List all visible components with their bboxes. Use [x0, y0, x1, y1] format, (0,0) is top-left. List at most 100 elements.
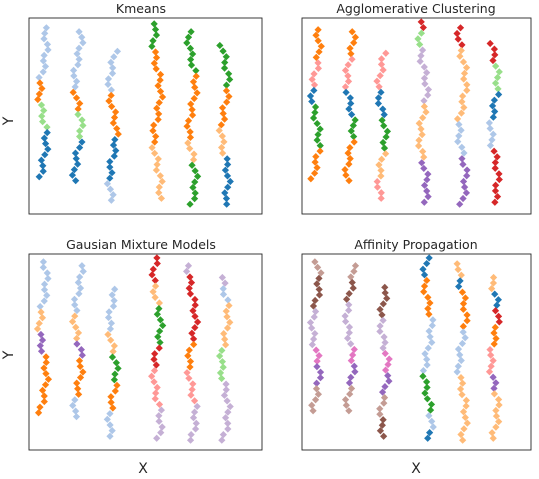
- scatter-point: [186, 290, 195, 298]
- scatter-point: [345, 379, 354, 387]
- scatter-point: [40, 297, 48, 305]
- agglomerative-title: Agglomerative Clustering: [336, 1, 495, 16]
- scatter-point: [221, 279, 229, 287]
- scatter-point: [40, 280, 49, 288]
- scatter-point: [184, 139, 192, 147]
- scatter-point: [111, 387, 119, 395]
- scatter-point: [454, 345, 463, 353]
- scatter-point: [41, 140, 50, 148]
- scatter-point: [458, 339, 466, 348]
- scatter-point: [458, 391, 466, 399]
- scatter-point: [373, 77, 381, 85]
- scatter-point: [106, 174, 114, 182]
- agglomerative-panel: Agglomerative Clustering: [301, 1, 532, 215]
- scatter-point: [112, 147, 120, 155]
- scatter-point: [104, 75, 113, 83]
- scatter-point: [385, 377, 393, 385]
- scatter-point: [420, 271, 429, 279]
- scatter-point: [148, 372, 156, 380]
- scatter-point: [159, 321, 167, 330]
- scatter-point: [453, 368, 461, 376]
- scatter-point: [39, 68, 47, 76]
- scatter-point: [186, 128, 194, 136]
- scatter-point: [155, 400, 164, 409]
- scatter-point: [40, 397, 48, 406]
- scatter-point: [39, 57, 48, 65]
- scatter-point: [109, 191, 117, 199]
- scatter-point: [190, 156, 198, 164]
- scatter-point: [348, 55, 356, 63]
- scatter-point: [148, 271, 156, 279]
- scatter-point: [150, 20, 158, 28]
- scatter-point: [454, 138, 462, 146]
- y-axis-label-top: Y: [1, 116, 17, 126]
- scatter-point: [156, 316, 165, 324]
- scatter-point: [494, 312, 503, 320]
- scatter-point: [44, 46, 52, 54]
- scatter-point: [73, 306, 81, 315]
- scatter-point: [185, 284, 193, 292]
- scatter-point: [314, 263, 322, 271]
- scatter-point: [317, 269, 325, 277]
- scatter-point: [457, 46, 465, 55]
- scatter-point: [311, 103, 320, 111]
- scatter-point: [346, 155, 354, 163]
- scatter-point: [315, 352, 323, 360]
- scatter-point: [311, 296, 319, 305]
- scatter-point: [424, 170, 432, 178]
- scatter-point: [347, 273, 355, 281]
- scatter-point: [491, 307, 500, 315]
- scatter-point: [150, 121, 158, 129]
- scatter-point: [73, 340, 81, 348]
- scatter-point: [156, 327, 164, 335]
- scatter-point: [489, 56, 497, 65]
- scatter-point: [107, 91, 115, 100]
- scatter-point: [42, 24, 50, 32]
- scatter-point: [457, 271, 465, 279]
- scatter-point: [187, 279, 196, 287]
- scatter-point: [37, 347, 46, 355]
- scatter-point: [222, 81, 231, 89]
- scatter-point: [342, 88, 350, 97]
- scatter-point: [461, 183, 469, 191]
- scatter-point: [190, 94, 198, 103]
- scatter-point: [378, 155, 386, 163]
- scatter-point: [344, 72, 352, 80]
- scatter-point: [185, 346, 193, 354]
- scatter-point: [377, 172, 385, 180]
- scatter-point: [40, 134, 48, 142]
- scatter-point: [423, 276, 431, 285]
- scatter-point: [456, 351, 464, 359]
- scatter-point: [489, 273, 498, 282]
- scatter-point: [453, 115, 462, 123]
- scatter-point: [374, 99, 382, 108]
- scatter-point: [345, 329, 353, 337]
- scatter-point: [425, 327, 433, 335]
- scatter-point: [344, 149, 352, 157]
- scatter-point: [311, 258, 319, 266]
- scatter-point: [109, 302, 118, 310]
- scatter-point: [344, 61, 352, 69]
- scatter-point: [150, 59, 158, 67]
- scatter-point: [486, 345, 494, 354]
- scatter-point: [457, 374, 465, 382]
- scatter-point: [42, 358, 50, 367]
- scatter-point: [190, 408, 199, 416]
- scatter-point: [186, 44, 195, 53]
- scatter-point: [425, 310, 433, 318]
- scatter-point: [346, 143, 354, 152]
- scatter-point: [341, 312, 349, 320]
- scatter-point: [312, 346, 320, 354]
- scatter-point: [187, 391, 195, 399]
- scatter-point: [158, 423, 166, 431]
- scatter-point: [461, 413, 469, 422]
- scatter-point: [224, 160, 232, 169]
- scatter-point: [313, 164, 321, 172]
- scatter-point: [111, 135, 119, 144]
- scatter-point: [192, 419, 200, 427]
- scatter-point: [459, 328, 467, 336]
- scatter-point: [153, 254, 161, 262]
- scatter-point: [151, 149, 159, 157]
- scatter-point: [218, 436, 226, 444]
- scatter-point: [223, 98, 231, 106]
